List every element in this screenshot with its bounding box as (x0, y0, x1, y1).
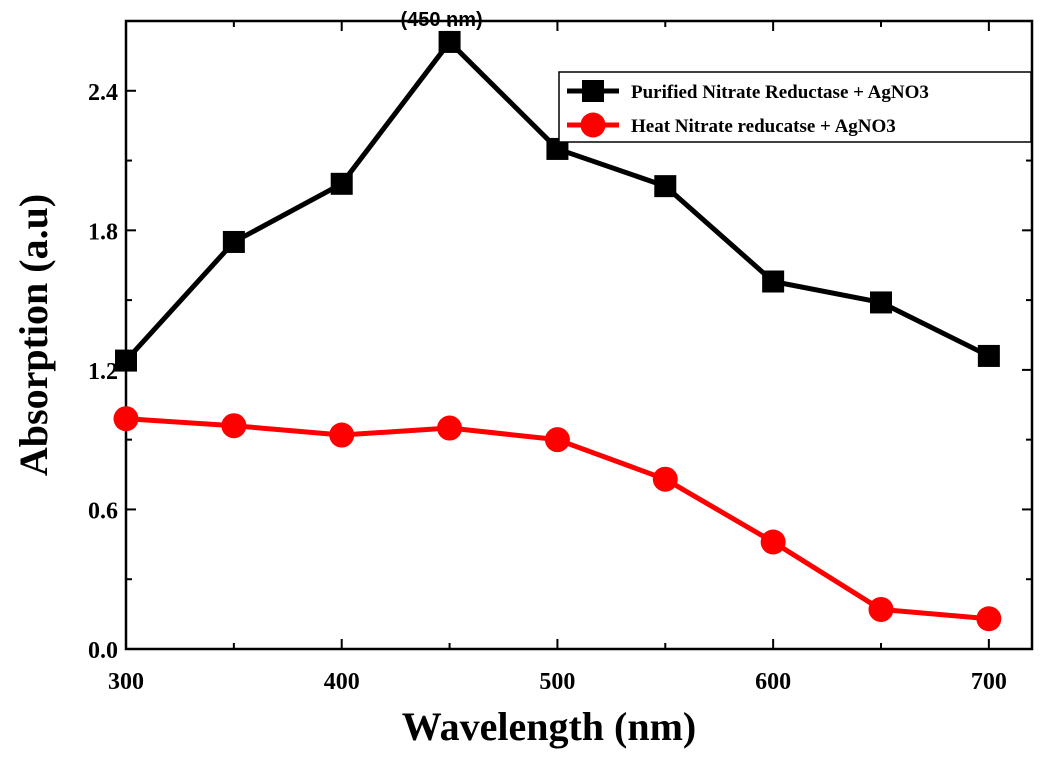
legend-marker (582, 80, 604, 102)
x-tick-label: 300 (108, 669, 144, 695)
data-point (222, 230, 245, 253)
peak-annotation: (450 nm) (400, 9, 482, 31)
y-tick-label: 2.4 (88, 80, 118, 106)
data-point (870, 291, 892, 314)
data-point (329, 422, 355, 448)
data-point (438, 30, 461, 53)
series-layer (113, 30, 1002, 632)
data-point (652, 466, 678, 492)
legend-entry: Purified Nitrate Reductase + AgNO3 (567, 80, 929, 103)
y-tick-label: 0.0 (88, 638, 118, 664)
data-point (546, 137, 569, 160)
plot-frame (124, 19, 1034, 651)
data-point (115, 349, 137, 372)
legend-label: Heat Nitrate reducatse + AgNO3 (631, 116, 896, 137)
data-point (221, 413, 247, 439)
annotations: (450 nm) (400, 9, 482, 31)
data-point (330, 172, 353, 195)
data-point (113, 406, 139, 432)
y-tick-label: 0.6 (88, 498, 118, 524)
data-point (654, 175, 677, 198)
data-point (760, 529, 786, 555)
x-axis-title: Wavelength (nm) (402, 704, 696, 749)
chart-axes: Wavelength (nm) Absorption (a.u) (11, 19, 1034, 749)
legend-marker (580, 112, 606, 138)
data-point (544, 427, 570, 453)
axis-ticks: 300 400 500 600 700 0.0 0.6 1.2 1.8 2.4 (88, 20, 1032, 695)
legend-entry: Heat Nitrate reducatse + AgNO3 (567, 112, 896, 138)
data-point (977, 344, 1000, 367)
x-tick-label: 700 (971, 669, 1007, 695)
legend-box (558, 71, 1032, 143)
x-tick-label: 400 (324, 669, 360, 695)
data-point (976, 606, 1002, 632)
y-axis-title: Absorption (a.u) (11, 194, 56, 476)
legend-label: Purified Nitrate Reductase + AgNO3 (631, 82, 929, 103)
legend: Purified Nitrate Reductase + AgNO3 Heat N… (558, 71, 1032, 143)
x-tick-label: 600 (755, 669, 791, 695)
data-point (437, 415, 463, 441)
series-2 (113, 406, 1002, 632)
data-point (762, 270, 785, 293)
x-tick-label: 500 (539, 669, 575, 695)
y-tick-label: 1.8 (88, 219, 118, 245)
y-tick-label: 1.2 (88, 359, 118, 385)
data-point (868, 596, 894, 622)
series-1 (115, 30, 1000, 372)
